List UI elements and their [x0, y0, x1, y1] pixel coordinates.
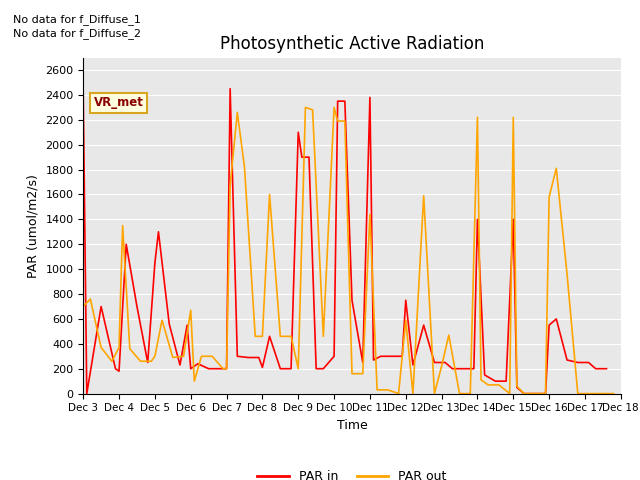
Text: No data for f_Diffuse_2: No data for f_Diffuse_2 [13, 28, 141, 39]
Text: VR_met: VR_met [94, 96, 144, 109]
Title: Photosynthetic Active Radiation: Photosynthetic Active Radiation [220, 35, 484, 53]
Legend: PAR in, PAR out: PAR in, PAR out [253, 465, 451, 480]
X-axis label: Time: Time [337, 419, 367, 432]
Y-axis label: PAR (umol/m2/s): PAR (umol/m2/s) [27, 174, 40, 277]
Text: No data for f_Diffuse_1: No data for f_Diffuse_1 [13, 13, 141, 24]
